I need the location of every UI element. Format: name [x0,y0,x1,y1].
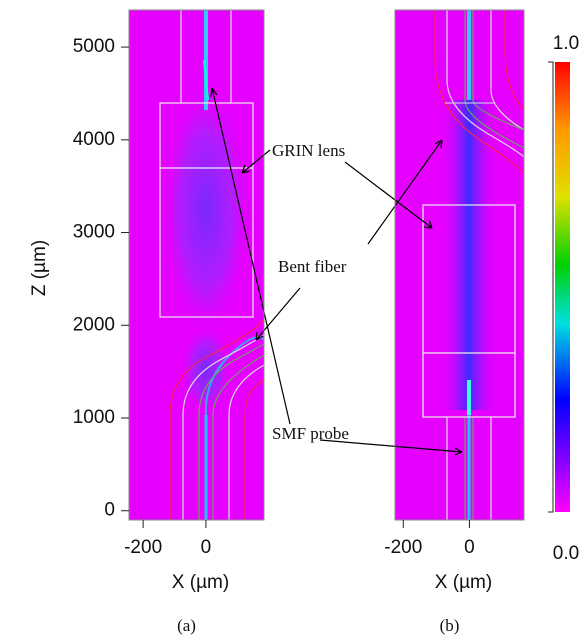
x-axis-label: X (µm) [172,572,229,593]
field-b [395,10,524,520]
annotation: Bent fiber [278,257,347,276]
annotation: SMF probe [272,424,349,443]
x-tick-label: -200 [124,537,162,558]
caption: (a) [177,616,196,635]
y-axis-label: Z (µm) [29,240,50,296]
y-tick-label: 1000 [73,407,115,428]
y-tick-label: 4000 [73,129,115,150]
x-axis-label: X (µm) [435,572,492,593]
y-tick-label: 3000 [73,222,115,243]
colorbar-frame [548,61,554,513]
x-tick-label: -200 [384,537,422,558]
y-tick-label: 5000 [73,36,115,57]
arrows [210,87,463,456]
y-tick-label: 0 [104,500,115,521]
plot-frame [394,9,525,521]
plot-frame [128,9,265,521]
x-tick-label: 0 [201,537,212,558]
y-tick-label: 2000 [73,314,115,335]
annotation: GRIN lens [272,141,345,160]
x-tick-label: 0 [464,537,475,558]
colorbar-label: 1.0 [553,33,579,54]
colorbar [555,62,570,512]
caption: (b) [440,616,460,635]
colorbar-label: 0.0 [553,543,579,564]
field-a [129,10,264,520]
